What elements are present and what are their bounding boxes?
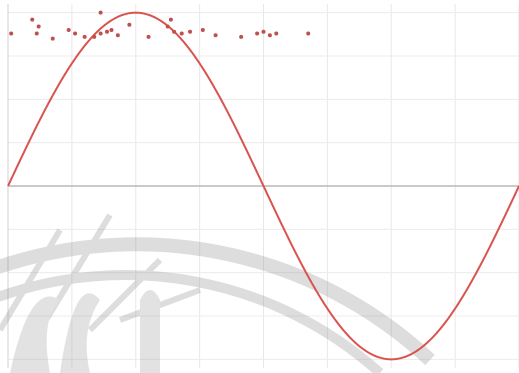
grid-lines: [7, 4, 519, 368]
scatter-point: [179, 31, 184, 36]
scatter-point: [200, 28, 205, 32]
scatter-point: [36, 24, 41, 29]
scatter-point: [255, 31, 260, 36]
scatter-point: [146, 34, 151, 39]
scatter-point: [30, 17, 35, 22]
scatter-point: [82, 34, 87, 39]
scatter-point: [306, 31, 311, 36]
scatter-layer: [9, 10, 311, 41]
scatter-point: [115, 33, 120, 38]
scatter-point: [127, 22, 132, 27]
watermark-flames: [10, 293, 100, 373]
watermark-seal: [0, 213, 435, 373]
watermark-arc-inner: [0, 270, 384, 373]
scatter-point: [239, 34, 244, 39]
scatter-point: [73, 31, 78, 36]
scatter-point: [267, 33, 272, 38]
scatter-point: [105, 29, 110, 34]
scatter-point: [9, 31, 14, 36]
scatter-point: [98, 10, 103, 15]
scatter-point: [92, 34, 97, 39]
scatter-point: [274, 31, 279, 36]
scatter-point: [66, 28, 71, 32]
scatter-point: [188, 29, 193, 34]
watermark-emblem: [140, 290, 160, 373]
scatter-point: [213, 33, 218, 38]
watermark-rays: [0, 213, 202, 333]
scatter-point: [165, 24, 170, 29]
scatter-point: [34, 31, 39, 36]
scatter-point: [261, 29, 266, 34]
scatter-point: [98, 31, 103, 36]
watermark-arc-outer: [0, 237, 435, 366]
scatter-point: [109, 28, 114, 32]
scatter-point: [50, 36, 55, 41]
scatter-point: [172, 29, 177, 34]
scatter-point: [168, 17, 173, 22]
